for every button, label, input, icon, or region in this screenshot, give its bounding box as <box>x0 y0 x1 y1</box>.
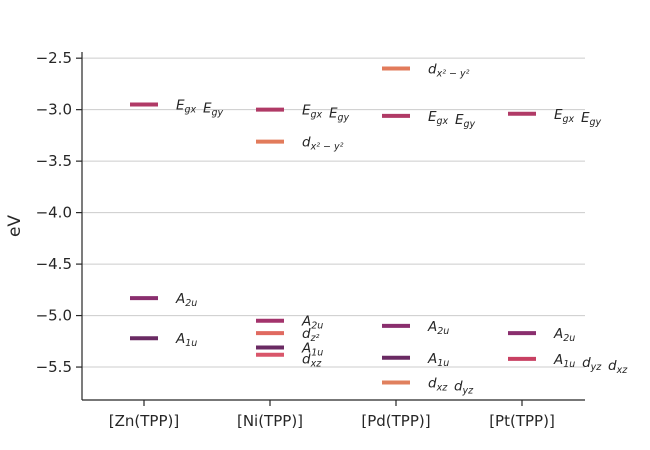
energy-level-label: Egx Egy <box>554 107 601 128</box>
energy-level-label: A1u <box>175 331 197 349</box>
x-tick-label: [Pt(TPP)] <box>489 412 555 430</box>
y-ticks: −2.5 −3.0 −3.5 −4.0 −4.5 −5.0 −5.5 <box>36 49 82 376</box>
x-tick-label: [Zn(TPP)] <box>109 412 179 430</box>
energy-level-label: A2u <box>175 291 197 309</box>
gridlines <box>82 57 585 368</box>
energy-level-label: A1u <box>301 340 323 358</box>
y-axis-label: eV <box>5 215 25 237</box>
energy-level-label: A2u <box>301 314 323 332</box>
x-tick-label: [Pd(TPP)] <box>361 412 430 430</box>
energy-level-label: A1u dyz dxz <box>553 352 628 376</box>
y-tick-label: −3.5 <box>36 152 72 170</box>
energy-level-label: Egx Egy <box>176 98 223 119</box>
energy-level-label: Egx Egy <box>302 103 349 124</box>
y-tick-label: −5.0 <box>36 307 72 325</box>
y-tick-label: −2.5 <box>36 49 72 67</box>
y-tick-label: −4.0 <box>36 204 72 222</box>
energy-level-label: dxz <box>302 351 322 369</box>
y-tick-label: −5.5 <box>36 358 72 376</box>
y-tick-label: −3.0 <box>36 101 72 119</box>
x-ticks: [Zn(TPP)] [Ni(TPP)] [Pd(TPP)] [Pt(TPP)] <box>109 400 555 430</box>
y-tick-label: −4.5 <box>36 255 72 273</box>
energy-level-label: dx² − y² <box>302 135 344 153</box>
energy-level-label: A2u <box>553 326 575 344</box>
x-tick-label: [Ni(TPP)] <box>237 412 303 430</box>
energy-level-label: Egx Egy <box>428 109 475 130</box>
energy-level-label: A1u <box>427 351 449 369</box>
energy-level-label: dx² − y² <box>428 61 470 79</box>
energy-level-label: A2u <box>427 319 449 337</box>
energy-level-label: dz² <box>302 326 320 344</box>
energy-level-label: dxz dyz <box>428 375 474 396</box>
